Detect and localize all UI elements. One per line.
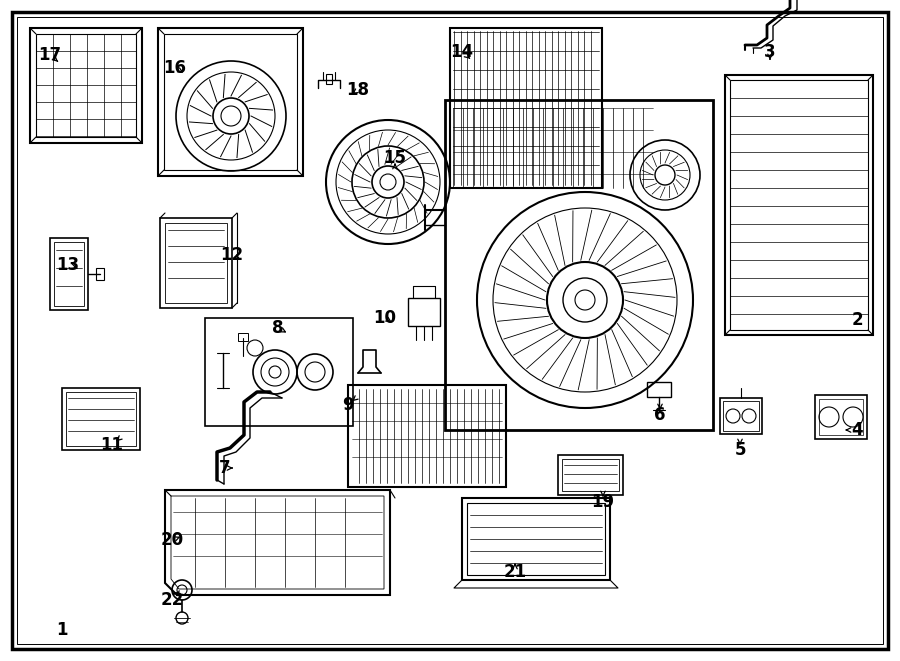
Bar [164,34,297,170]
Bar [730,80,868,330]
Text: 11: 11 [101,436,123,454]
Bar [408,298,440,326]
Bar [205,318,353,426]
Bar [238,333,248,341]
Bar [725,75,873,335]
Bar [326,74,332,84]
Bar [158,28,303,176]
Bar [96,268,104,280]
Text: 18: 18 [346,81,370,99]
Text: 17: 17 [39,46,61,64]
Text: 13: 13 [57,256,79,274]
Text: 16: 16 [164,59,186,77]
Bar [815,395,867,439]
Text: 14: 14 [450,43,473,61]
Text: 12: 12 [220,246,244,264]
Bar [62,388,140,450]
Bar [450,28,602,188]
Bar [30,28,142,143]
Bar [647,382,671,397]
Bar [819,399,863,435]
Bar [462,498,610,580]
Text: 21: 21 [503,563,526,581]
Text: 19: 19 [591,493,615,511]
Text: 9: 9 [342,396,354,414]
Bar [720,398,762,434]
Text: 6: 6 [654,406,666,424]
Bar [723,401,759,431]
Bar [348,385,506,487]
Bar [467,503,605,575]
Bar [558,455,623,495]
Bar [36,34,136,137]
Text: 10: 10 [374,309,397,327]
Text: 2: 2 [851,311,863,329]
Text: 20: 20 [160,531,184,549]
Text: 3: 3 [764,43,776,61]
Text: 5: 5 [734,441,746,459]
Bar [66,392,136,446]
Text: 4: 4 [851,421,863,439]
Text: 7: 7 [220,459,230,477]
Bar [50,238,88,310]
Bar [562,459,619,491]
Text: 22: 22 [160,591,184,609]
Text: 8: 8 [272,319,284,337]
Text: 15: 15 [383,149,407,167]
Bar [160,218,232,308]
Bar [54,242,84,306]
Text: 1: 1 [56,621,68,639]
Bar [165,223,227,303]
Bar [445,100,713,430]
